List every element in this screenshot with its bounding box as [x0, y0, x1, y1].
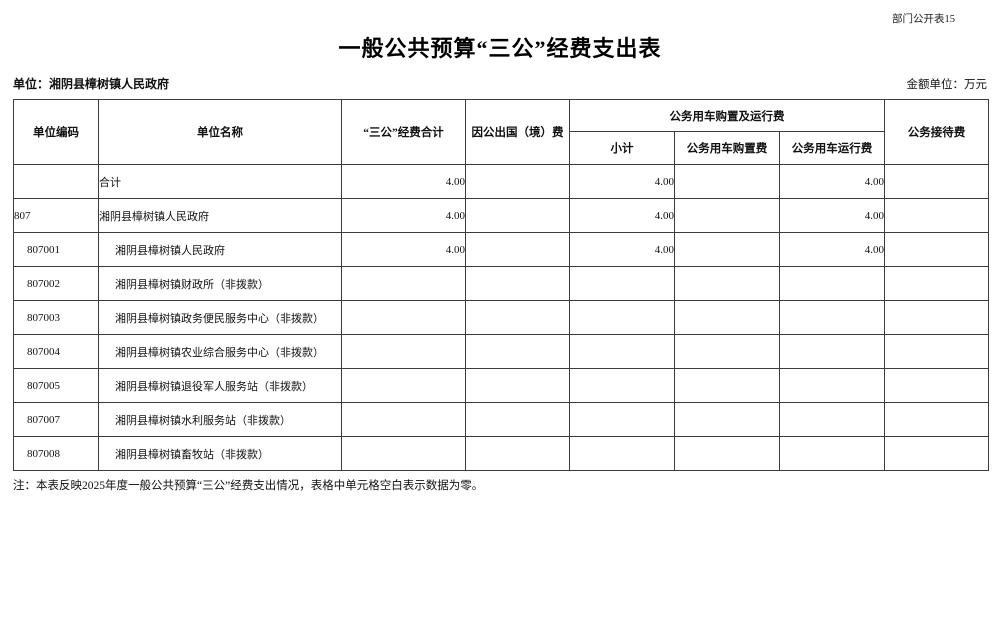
cell-vehicle-operation: [778, 402, 886, 437]
col-header-vehicle-group: 公务用车购置及运行费: [568, 99, 886, 132]
cell-vehicle-operation: [778, 300, 886, 335]
cell-reception: [884, 402, 990, 437]
cell-total: 4.00: [341, 164, 466, 199]
table-row: 807008 湘阴县樟树镇畜牧站（非拨款）: [13, 436, 990, 471]
cell-reception: [884, 198, 990, 233]
cell-code: 807003: [13, 300, 99, 335]
cell-vehicle-subtotal: [569, 300, 675, 335]
cell-name: 湘阴县樟树镇退役军人服务站（非拨款）: [98, 368, 342, 403]
cell-vehicle-subtotal: [569, 436, 675, 471]
cell-vehicle-subtotal: [569, 266, 675, 301]
cell-name: 湘阴县樟树镇农业综合服务中心（非拨款）: [98, 334, 342, 369]
col-header-vehicle-operation: 公务用车运行费: [778, 131, 886, 165]
unit-label: 单位：湘阴县樟树镇人民政府: [13, 77, 170, 91]
cell-reception: [884, 334, 990, 369]
cell-vehicle-operation: 4.00: [778, 164, 886, 199]
cell-vehicle-purchase: [674, 402, 780, 437]
cell-reception: [884, 232, 990, 267]
cell-total: [341, 334, 466, 369]
cell-total: [341, 402, 466, 437]
cell-vehicle-purchase: [674, 198, 780, 233]
table-row: 807007 湘阴县樟树镇水利服务站（非拨款）: [13, 402, 990, 437]
cell-reception: [884, 300, 990, 335]
table-row: 807002 湘阴县樟树镇财政所（非拨款）: [13, 266, 990, 301]
cell-abroad: [465, 232, 570, 267]
cell-code: [13, 164, 99, 199]
cell-name: 湘阴县樟树镇水利服务站（非拨款）: [98, 402, 342, 437]
cell-vehicle-subtotal: 4.00: [569, 198, 675, 233]
footnote: 注：本表反映2025年度一般公共预算“三公”经费支出情况，表格中单元格空白表示数…: [13, 480, 484, 492]
col-header-unit-code: 单位编码: [13, 99, 99, 165]
cell-abroad: [465, 300, 570, 335]
cell-name: 湘阴县樟树镇人民政府: [98, 232, 342, 267]
cell-vehicle-purchase: [674, 266, 780, 301]
cell-vehicle-purchase: [674, 436, 780, 471]
col-header-unit-name: 单位名称: [98, 99, 342, 165]
cell-code: 807004: [13, 334, 99, 369]
amount-unit-label: 金额单位：万元: [906, 79, 988, 91]
cell-abroad: [465, 266, 570, 301]
cell-vehicle-purchase: [674, 300, 780, 335]
col-header-vehicle-subtotal: 小计: [569, 131, 675, 165]
table-row: 807003 湘阴县樟树镇政务便民服务中心（非拨款）: [13, 300, 990, 335]
cell-abroad: [465, 368, 570, 403]
col-header-reception-expense: 公务接待费: [884, 99, 990, 165]
cell-vehicle-purchase: [674, 232, 780, 267]
cell-vehicle-operation: 4.00: [778, 198, 886, 233]
cell-total: [341, 436, 466, 471]
cell-total: [341, 300, 466, 335]
cell-code: 807005: [13, 368, 99, 403]
cell-abroad: [465, 436, 570, 471]
cell-abroad: [465, 402, 570, 437]
col-header-three-public-total: “三公”经费合计: [341, 99, 466, 165]
cell-abroad: [465, 334, 570, 369]
cell-vehicle-subtotal: [569, 368, 675, 403]
cell-reception: [884, 266, 990, 301]
cell-name: 湘阴县樟树镇畜牧站（非拨款）: [98, 436, 342, 471]
cell-vehicle-operation: [778, 334, 886, 369]
table-row: 807004 湘阴县樟树镇农业综合服务中心（非拨款）: [13, 334, 990, 369]
cell-code: 807: [13, 198, 99, 233]
table-row: 807 湘阴县樟树镇人民政府 4.00 4.00 4.00: [13, 198, 990, 233]
cell-vehicle-purchase: [674, 368, 780, 403]
col-header-vehicle-purchase: 公务用车购置费: [674, 131, 780, 165]
expenditure-table: 单位编码 单位名称 “三公”经费合计 因公出国（境）费 公务用车购置及运行费 公…: [13, 99, 990, 471]
cell-vehicle-purchase: [674, 164, 780, 199]
cell-vehicle-subtotal: 4.00: [569, 164, 675, 199]
cell-abroad: [465, 198, 570, 233]
table-row-total: 合计 4.00 4.00 4.00: [13, 164, 990, 199]
col-header-abroad-expense: 因公出国（境）费: [465, 99, 570, 165]
cell-vehicle-operation: 4.00: [778, 232, 886, 267]
cell-code: 807002: [13, 266, 99, 301]
cell-code: 807008: [13, 436, 99, 471]
cell-total: 4.00: [341, 232, 466, 267]
doc-sheet-label: 部门公开表15: [892, 14, 955, 25]
cell-code: 807001: [13, 232, 99, 267]
cell-vehicle-operation: [778, 436, 886, 471]
table-row: 807005 湘阴县樟树镇退役军人服务站（非拨款）: [13, 368, 990, 403]
cell-name: 湘阴县樟树镇人民政府: [98, 198, 342, 233]
cell-reception: [884, 436, 990, 471]
table-row: 807001 湘阴县樟树镇人民政府 4.00 4.00 4.00: [13, 232, 990, 267]
cell-vehicle-purchase: [674, 334, 780, 369]
cell-vehicle-subtotal: 4.00: [569, 232, 675, 267]
cell-reception: [884, 368, 990, 403]
cell-total: [341, 368, 466, 403]
page-title: 一般公共预算“三公”经费支出表: [338, 36, 662, 61]
cell-name: 湘阴县樟树镇财政所（非拨款）: [98, 266, 342, 301]
cell-reception: [884, 164, 990, 199]
cell-name: 合计: [98, 164, 342, 199]
cell-vehicle-operation: [778, 368, 886, 403]
meta-row: 单位：湘阴县樟树镇人民政府 金额单位：万元: [13, 75, 987, 92]
cell-code: 807007: [13, 402, 99, 437]
cell-name: 湘阴县樟树镇政务便民服务中心（非拨款）: [98, 300, 342, 335]
cell-total: [341, 266, 466, 301]
cell-total: 4.00: [341, 198, 466, 233]
cell-vehicle-operation: [778, 266, 886, 301]
cell-abroad: [465, 164, 570, 199]
cell-vehicle-subtotal: [569, 334, 675, 369]
cell-vehicle-subtotal: [569, 402, 675, 437]
